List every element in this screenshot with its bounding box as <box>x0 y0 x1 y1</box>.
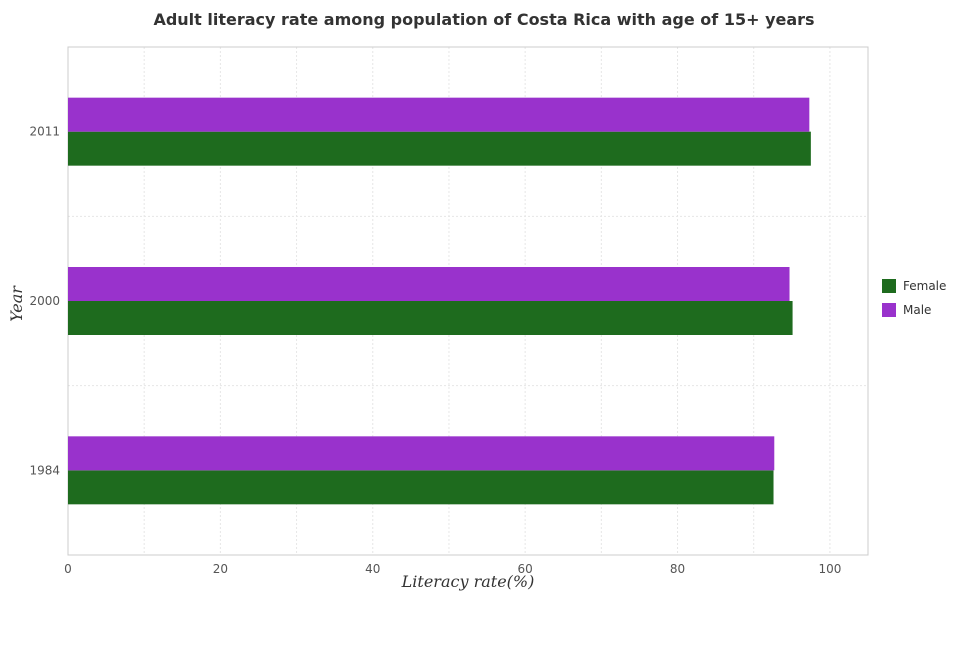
chart-title: Adult literacy rate among population of … <box>153 10 814 29</box>
x-tick-label: 60 <box>518 562 533 576</box>
legend-swatch-female <box>882 279 896 293</box>
bar-male-2011 <box>68 97 810 132</box>
x-tick-label: 40 <box>365 562 380 576</box>
x-tick-label: 100 <box>818 562 841 576</box>
legend-swatch-male <box>882 303 896 317</box>
bar-female-1984 <box>68 470 774 505</box>
bars <box>68 97 811 505</box>
y-tick-label: 1984 <box>29 463 60 477</box>
legend: Female Male <box>882 279 946 317</box>
x-tick-label: 20 <box>213 562 228 576</box>
x-tick-label: 80 <box>670 562 685 576</box>
y-axis-label: Year <box>7 285 26 322</box>
bar-male-1984 <box>68 436 775 471</box>
bar-male-2000 <box>68 267 790 301</box>
x-ticks: 0 20 40 60 80 100 <box>64 562 841 576</box>
x-tick-label: 0 <box>64 562 72 576</box>
legend-label-male: Male <box>903 303 931 317</box>
bar-female-2011 <box>68 131 811 166</box>
y-tick-label: 2000 <box>29 294 60 308</box>
bar-female-2000 <box>68 301 793 335</box>
legend-label-female: Female <box>903 279 946 293</box>
y-ticks: 1984 2000 2011 <box>29 125 60 478</box>
y-tick-label: 2011 <box>29 125 60 139</box>
x-axis-label: Literacy rate(%) <box>401 572 535 591</box>
